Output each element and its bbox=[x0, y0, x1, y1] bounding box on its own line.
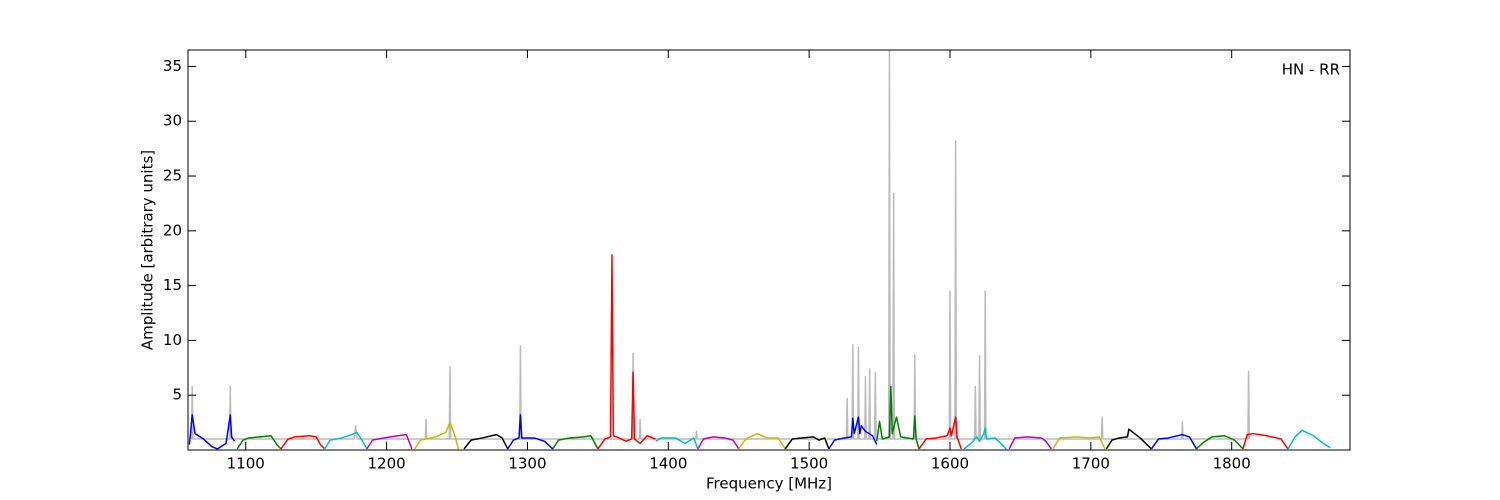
series-line bbox=[1242, 432, 1289, 450]
series-line bbox=[188, 414, 236, 450]
plot-frame bbox=[187, 49, 1351, 451]
series-line bbox=[1052, 436, 1106, 450]
series-line bbox=[784, 436, 830, 450]
series-line bbox=[655, 437, 699, 450]
series-line bbox=[552, 435, 599, 450]
y-tick-label: 35 bbox=[163, 57, 182, 75]
series-line bbox=[280, 435, 326, 450]
y-tick-label: 15 bbox=[163, 276, 182, 294]
series-line bbox=[236, 435, 282, 450]
series-line bbox=[190, 50, 1251, 440]
x-tick-label: 1300 bbox=[508, 455, 546, 473]
x-tick-label: 1100 bbox=[227, 455, 265, 473]
series-line bbox=[507, 414, 554, 450]
x-tick-label: 1400 bbox=[649, 455, 687, 473]
series-line bbox=[463, 433, 509, 450]
y-tick-label: 5 bbox=[172, 386, 182, 404]
series-line bbox=[1287, 429, 1331, 450]
series-line bbox=[1150, 433, 1198, 450]
series-line bbox=[963, 427, 1007, 450]
series-line bbox=[366, 433, 413, 450]
series-line bbox=[697, 436, 740, 450]
y-tick-label: 30 bbox=[163, 112, 182, 130]
x-axis-label: Frequency [MHz] bbox=[706, 475, 832, 493]
series-line bbox=[414, 421, 460, 450]
series-line bbox=[918, 416, 962, 450]
series-line bbox=[1008, 436, 1053, 450]
y-tick-label: 25 bbox=[163, 167, 182, 185]
series-line bbox=[876, 385, 920, 450]
x-tick-label: 1700 bbox=[1072, 455, 1110, 473]
x-tick-label: 1800 bbox=[1213, 455, 1251, 473]
plot-area bbox=[188, 50, 1350, 450]
series-line bbox=[828, 416, 878, 450]
x-tick-label: 1200 bbox=[368, 455, 406, 473]
series-line bbox=[738, 432, 786, 450]
series-layer bbox=[188, 50, 1331, 450]
x-tick-label: 1600 bbox=[931, 455, 969, 473]
x-tick-label: 1500 bbox=[790, 455, 828, 473]
y-tick-label: 20 bbox=[163, 221, 182, 239]
series-line bbox=[1195, 435, 1244, 450]
y-axis-label: Amplitude [arbitrary units] bbox=[139, 150, 157, 350]
series-line bbox=[597, 254, 656, 450]
series-line bbox=[323, 431, 368, 450]
y-tick-label: 10 bbox=[163, 331, 182, 349]
annotation: HN - RR bbox=[1282, 61, 1340, 79]
series-line bbox=[1105, 428, 1152, 450]
